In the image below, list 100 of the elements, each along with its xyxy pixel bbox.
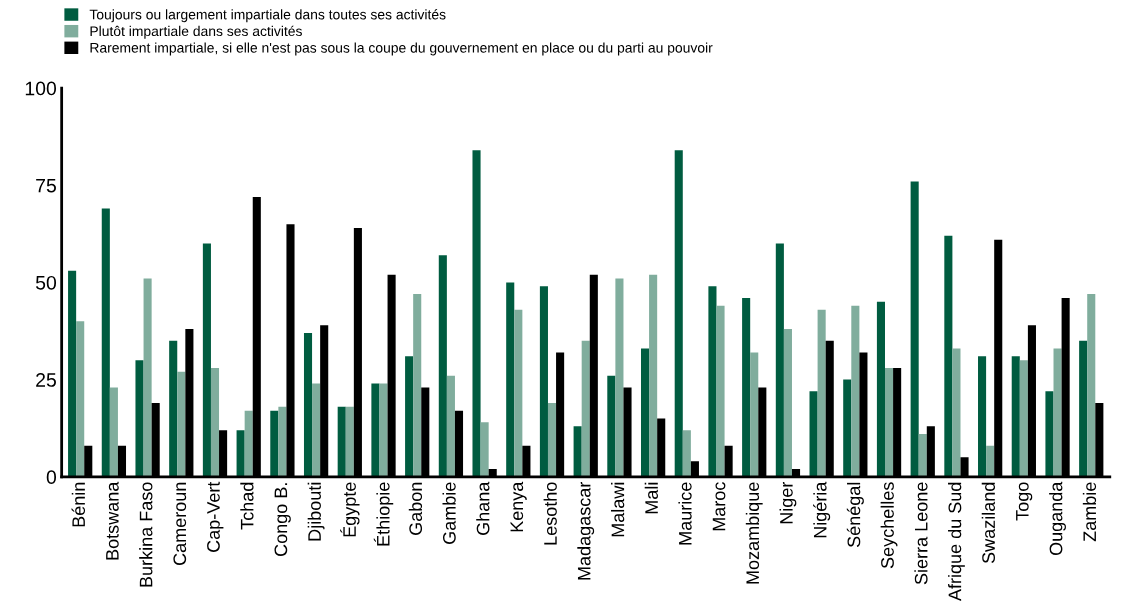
x-tick-label: Madagascar [577,481,595,580]
bar [952,348,961,477]
y-tick-label: 75 [36,178,56,193]
bar [817,309,826,477]
x-tick-label: Ghana [476,481,490,535]
bar [742,297,751,477]
x-tick-label: Éthiopie [373,482,394,546]
bar [109,387,118,477]
bar [708,286,717,477]
bar [1045,391,1054,477]
bar [135,360,144,477]
x-tick-label: Nigéria [813,481,831,538]
x-tick-label: Gabon [408,482,423,535]
bar [472,150,481,477]
bar [68,270,77,477]
bar [783,329,792,477]
bar [986,445,995,477]
x-tick-label: Cameroun [173,482,187,566]
bar [649,274,658,477]
bar [674,150,683,477]
x-tick-label: Sénégal [846,482,864,548]
x-tick-label: Togo [1016,482,1033,521]
x-tick-label: Congo B. [274,483,291,557]
bar [573,426,582,477]
bar [750,352,759,477]
x-tick-label: Kenya [510,481,527,532]
legend-label: Rarement impartiale, si elle n'est pas sous la coupe du gouvernement en place ou du parti au pouvoir [90,42,713,56]
bar [278,406,287,477]
bar [143,278,152,477]
bar [843,379,852,477]
bar [1079,340,1088,477]
bar [885,367,894,477]
x-tick-label: Gambie [442,482,456,544]
bar [236,430,245,477]
bar [514,309,523,477]
bar [312,383,321,477]
bar [169,340,178,477]
x-tick-label: Seychelles [880,482,898,569]
x-tick-label: Djibouti [307,482,325,541]
x-tick-label: Botswana [106,481,119,560]
x-tick-label: Swaziland [981,482,995,564]
legend-label: Plutôt impartiale dans ses activités [90,25,302,39]
y-tick-label: 50 [35,275,57,290]
x-tick-label: Ouganda [1049,481,1066,556]
x-tick-label: Maurice [678,482,692,545]
bar [438,255,447,477]
x-tick-label: Burkina Faso [139,482,153,587]
bar [337,406,346,477]
bar [76,321,85,477]
x-tick-label: Malawi [611,482,625,537]
bar [270,410,279,477]
y-tick-label: 25 [36,373,56,387]
y-tick-label: 100 [25,81,57,96]
bar [303,332,313,477]
x-tick-label: Mali [644,482,658,514]
bar [581,340,590,477]
y-tick-label: 0 [46,470,57,485]
bar [371,383,380,477]
bar [210,367,220,477]
bar [716,305,725,477]
bar [851,305,860,477]
x-tick-label: Mozambique [745,482,763,584]
bar [615,278,624,477]
bar [480,422,489,477]
bar [202,243,211,477]
x-tick-label: Niger [779,481,797,524]
bar [506,282,515,477]
bar [1019,360,1028,477]
x-tick-label: Égypte [340,482,360,537]
bar [876,301,885,477]
bar [405,356,414,477]
bar [1053,348,1062,477]
x-tick-label: Zambie [1082,482,1097,542]
x-tick-label: Maroc [712,482,726,531]
bar [682,430,691,477]
bar [1011,356,1020,477]
bar [345,406,354,477]
x-tick-label: Bénin [71,482,86,527]
bar [446,375,455,477]
bar [640,348,650,477]
bar [101,208,110,477]
bar [379,383,388,477]
x-tick-label: Afrique du Sud [948,482,965,602]
bar [177,371,186,477]
bar [413,294,422,477]
bar [809,391,818,477]
bar [944,235,953,477]
bar [1087,294,1096,477]
x-tick-label: Cap-Vert [207,481,224,552]
bar [547,402,557,477]
bar [775,243,784,477]
bar [607,375,616,477]
bar [918,434,927,477]
legend-label: Toujours ou largement impartiale dans toutes ses activités [89,9,446,23]
bar [910,181,919,477]
x-tick-label: Tchad [240,482,254,530]
x-tick-label: Lesotho [543,482,557,545]
bar [244,410,253,477]
x-tick-label: Sierra Leone [914,482,928,585]
bar [539,286,548,477]
